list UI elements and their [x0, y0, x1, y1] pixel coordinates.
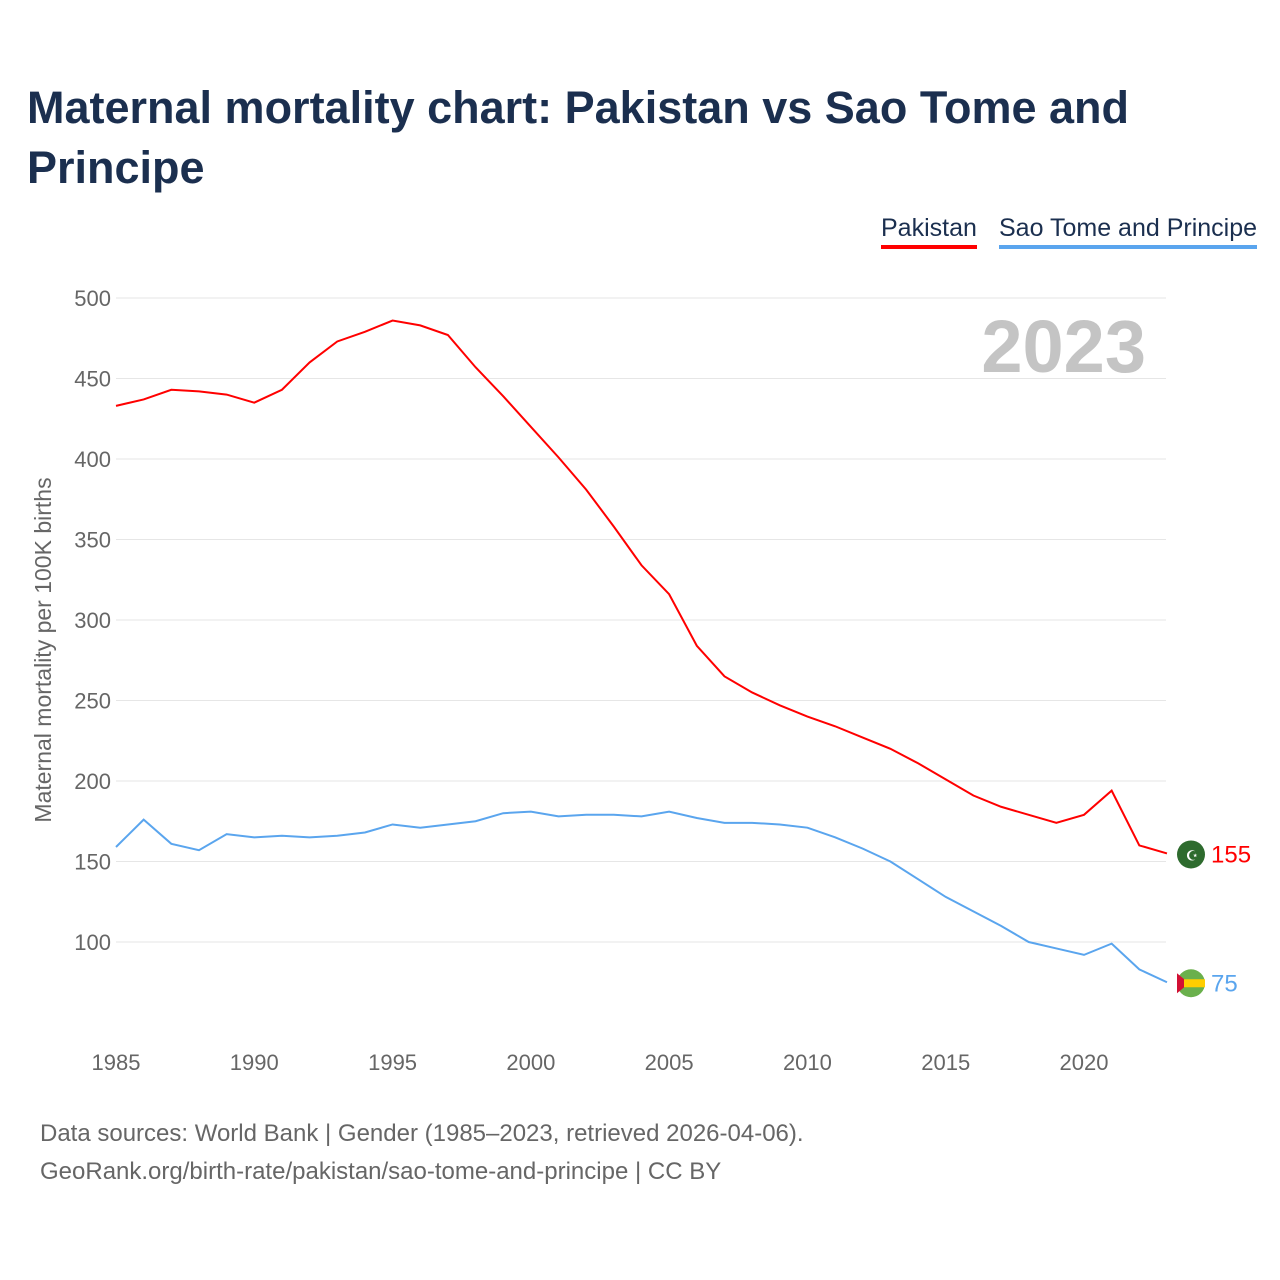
x-tick-label: 2010: [783, 1050, 832, 1075]
x-tick-label: 1995: [368, 1050, 417, 1075]
y-tick-label: 450: [74, 367, 111, 392]
y-tick-label: 350: [74, 528, 111, 553]
x-tick-label: 1985: [92, 1050, 141, 1075]
x-tick-label: 2005: [645, 1050, 694, 1075]
y-axis-label: Maternal mortality per 100K births: [30, 477, 56, 822]
y-tick-label: 150: [74, 850, 111, 875]
source-note: Data sources: World Bank | Gender (1985–…: [40, 1120, 804, 1147]
y-tick-label: 100: [74, 930, 111, 955]
end-value-label: 75: [1211, 970, 1238, 997]
x-tick-label: 2015: [921, 1050, 970, 1075]
series-line-pakistan: [115, 319, 1168, 855]
y-tick-label: 250: [74, 689, 111, 714]
source-url: GeoRank.org/birth-rate/pakistan/sao-tome…: [40, 1158, 722, 1185]
legend-sao-tome[interactable]: Sao Tome and Principe: [999, 214, 1258, 249]
y-tick-label: 500: [74, 286, 111, 311]
y-tick-label: 200: [74, 769, 111, 794]
x-tick-label: 2020: [1060, 1050, 1109, 1075]
flag-stripe: [1184, 979, 1205, 988]
x-tick-label: 1990: [230, 1050, 279, 1075]
y-tick-label: 400: [74, 447, 111, 472]
page-title: Maternal mortality chart: Pakistan vs Sa…: [27, 82, 1129, 193]
flag-icon: [1177, 840, 1205, 869]
year-watermark: 2023: [981, 305, 1146, 388]
y-tick-label: 300: [74, 608, 111, 633]
flag-triangle: [1177, 973, 1189, 994]
flag-crescent: ☪: [1186, 847, 1199, 863]
end-value-label: 155: [1211, 841, 1251, 868]
series-line-sao-tome: [115, 810, 1168, 984]
x-tick-label: 2000: [506, 1050, 555, 1075]
legend-pakistan[interactable]: Pakistan: [881, 214, 977, 249]
